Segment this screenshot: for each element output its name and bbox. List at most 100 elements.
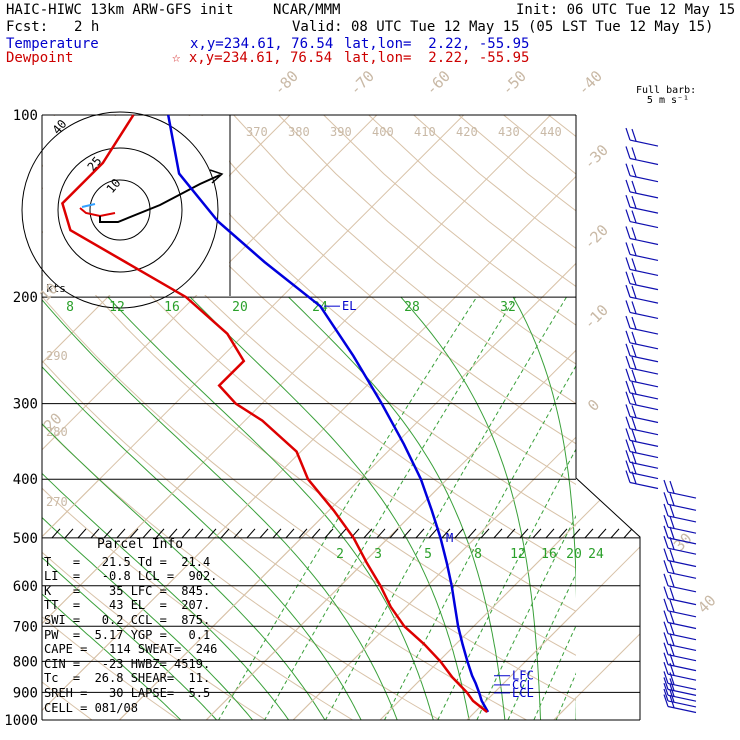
wind-barb-feather xyxy=(669,587,675,600)
wind-barb-feather xyxy=(669,672,675,685)
hodograph-arrow xyxy=(209,169,224,184)
theta-label: 400 xyxy=(372,125,394,139)
mixing-ratio-label: 5 xyxy=(424,547,432,562)
hatch-mark xyxy=(103,528,113,539)
wind-barb-feather xyxy=(625,391,631,404)
pressure-tick-label: 100 xyxy=(13,108,38,124)
pressure-tick-label: 700 xyxy=(13,619,38,635)
parcel-row: K = 35 LFC = 845. xyxy=(44,583,211,598)
hatch-mark xyxy=(324,528,334,539)
wind-barb-feather xyxy=(625,226,631,239)
wind-barb-feather xyxy=(669,526,675,540)
dewpoint-latlon: lat,lon= 2.22, -55.95 xyxy=(344,50,530,66)
wind-barb-feather xyxy=(663,642,669,655)
level-label: EL xyxy=(342,299,356,313)
wind-barb xyxy=(629,268,659,277)
hatch-mark xyxy=(168,528,178,539)
parcel-row: Tc = 26.8 SHEAR= 11. xyxy=(44,671,211,686)
isotherm-line xyxy=(42,478,102,720)
wind-barb-feather xyxy=(631,316,637,330)
moist-adiabat xyxy=(107,296,434,720)
wind-barb-feather xyxy=(631,285,637,299)
wind-barb-feather xyxy=(631,272,637,285)
isotherm-line xyxy=(42,478,188,720)
wind-barb xyxy=(667,621,697,630)
wind-barb-feather xyxy=(663,621,669,634)
theta-label: 380 xyxy=(288,125,310,139)
theta-label: 410 xyxy=(414,125,436,139)
wind-barb-feather xyxy=(631,471,637,484)
wind-barb-feather xyxy=(625,355,631,369)
wind-barb-feather xyxy=(631,405,637,418)
dry-adiabat xyxy=(42,423,441,720)
mixing-ratio-label: 24 xyxy=(588,547,604,562)
wind-barb xyxy=(629,439,659,447)
wind-barb xyxy=(667,633,697,641)
hatch-mark xyxy=(298,528,308,539)
wind-barb xyxy=(667,643,697,651)
parcel-row: SWI = 0.2 CCL = 875. xyxy=(44,612,211,627)
wind-barb-feather xyxy=(669,689,675,703)
moist-adiabat xyxy=(42,366,362,720)
theta-label: 420 xyxy=(456,125,478,139)
wind-barb xyxy=(667,598,697,606)
hatch-mark xyxy=(259,528,269,539)
hatch-mark xyxy=(623,528,633,539)
wind-barb-feather xyxy=(631,417,637,430)
right-border xyxy=(575,115,641,720)
wind-barb-feather xyxy=(625,271,631,284)
isotherm-line xyxy=(42,115,465,538)
wind-barb-feather xyxy=(625,209,631,222)
dry-adiabat xyxy=(368,115,576,288)
init-time: Init: 06 UTC Tue 12 May 15 xyxy=(516,2,736,18)
hatch-mark xyxy=(389,528,399,539)
isotherm-line xyxy=(641,478,740,720)
hatch-mark xyxy=(532,528,542,539)
wind-barb-feather xyxy=(625,343,631,356)
hatch-mark xyxy=(428,528,438,539)
parcel-info-panel: Parcel Info T = 21.5 Td = 21.4 LI = -0.8… xyxy=(44,537,230,715)
isotherm-label: -60 xyxy=(422,67,454,99)
wind-barb-feather xyxy=(625,300,631,313)
wind-barb xyxy=(629,191,659,199)
wind-barb-feather xyxy=(669,643,675,656)
theta-label: 390 xyxy=(330,125,352,139)
wind-barb xyxy=(629,253,659,262)
wind-barb-feather xyxy=(669,611,675,624)
dewpoint-xy: ☆ x,y=234.61, 76.54 xyxy=(172,50,333,66)
moist-adiabat xyxy=(42,516,254,720)
level-label: LCL xyxy=(512,686,534,700)
hatch-mark xyxy=(142,528,152,539)
wind-barb-feather xyxy=(669,480,675,494)
mixing-ratio-line xyxy=(324,296,567,720)
wind-barb-feather xyxy=(663,652,669,665)
isotherm-line xyxy=(119,478,362,720)
wind-barb-feather xyxy=(669,549,675,562)
pressure-tick-label: 300 xyxy=(13,397,38,413)
isotherm-label: 40 xyxy=(694,591,720,617)
wind-barb-feather xyxy=(625,460,631,473)
hatch-mark xyxy=(584,528,594,539)
theta-label: 430 xyxy=(498,125,520,139)
wind-barb-feather xyxy=(669,633,675,646)
temperature-xy: x,y=234.61, 76.54 xyxy=(190,36,334,52)
dry-adiabat xyxy=(42,616,180,720)
isotherm-line xyxy=(42,115,378,451)
dry-adiabat xyxy=(98,115,576,527)
wind-barb-feather xyxy=(631,258,637,271)
dewpoint-legend-label: Dewpoint xyxy=(6,50,74,66)
pressure-tick-label: 400 xyxy=(13,472,38,488)
wind-barb-feather xyxy=(625,428,631,441)
wind-barb-feather xyxy=(663,610,669,623)
pressure-tick-label: 500 xyxy=(13,531,38,547)
wind-barb xyxy=(629,342,659,350)
wind-barb xyxy=(629,220,659,229)
hodograph-trace xyxy=(99,174,221,223)
dewpoint-profile xyxy=(60,114,488,713)
wind-barb xyxy=(667,585,697,593)
parcel-row: CAPE = 114 SWEAT= 246 xyxy=(44,642,218,657)
wind-barb-feather xyxy=(631,369,637,382)
wind-barb-feather xyxy=(669,684,675,697)
